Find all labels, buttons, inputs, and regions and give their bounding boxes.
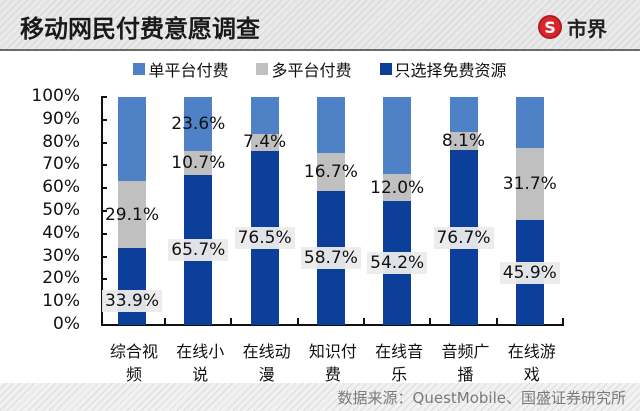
legend-label: 多平台付费: [271, 61, 352, 80]
bar-segment-single-platform: [184, 97, 213, 151]
legend-item-single-platform: 单平台付费: [133, 57, 228, 81]
x-tick: [561, 318, 564, 325]
data-label-single-platform: 23.6%: [171, 113, 226, 134]
category-line-1: 知识付: [308, 342, 357, 361]
data-label-multi-platform: 12.0%: [370, 177, 425, 198]
bar-segment-single-platform: [383, 97, 412, 175]
data-label-free-only: 54.2%: [367, 252, 428, 275]
bar-segment-single-platform: [250, 97, 279, 134]
x-category-label: 综合视频: [99, 340, 169, 386]
legend-swatch-icon: [379, 63, 392, 75]
legend-label: 单平台付费: [148, 61, 229, 80]
y-tick: [101, 278, 107, 281]
y-tick-label: 40%: [42, 222, 80, 243]
data-label-free-only: 65.7%: [168, 239, 229, 262]
bar-segment-multi-platform: [515, 148, 544, 221]
category-line-2: 频: [125, 365, 142, 384]
data-label-multi-platform: 7.4%: [242, 132, 287, 153]
bar-segment-multi-platform: [184, 150, 213, 176]
chart-legend: 单平台付费 多平台付费 只选择免费资源: [0, 57, 640, 81]
y-tick: [101, 141, 107, 144]
bar-segment-multi-platform: [118, 181, 146, 248]
legend-label: 只选择免费资源: [394, 61, 507, 80]
category-line-2: 费: [324, 365, 341, 384]
y-tick: [101, 164, 107, 167]
y-tick-label: 90%: [42, 108, 80, 129]
y-tick-label: 30%: [42, 245, 80, 266]
data-source: 数据来源：QuestMobile、国盛证券研究所: [337, 389, 626, 407]
bar-segment-single-platform: [515, 97, 544, 149]
y-tick: [101, 96, 107, 98]
x-category-label: 在线音乐: [364, 340, 434, 386]
data-label-free-only: 45.9%: [499, 261, 560, 284]
y-tick-label: 0%: [53, 314, 80, 334]
x-category-label: 在线小说: [165, 340, 235, 386]
y-tick: [101, 324, 107, 326]
bar-segment-free-only: [118, 247, 146, 325]
bar-segment-multi-platform: [383, 174, 412, 202]
bar-segment-multi-platform: [449, 131, 478, 151]
chart-title: 移动网民付费意愿调查: [20, 15, 260, 43]
bar-segment-multi-platform: [316, 153, 345, 192]
data-label-free-only: 76.7%: [433, 226, 494, 249]
data-label-multi-platform: 10.7%: [171, 153, 226, 173]
legend-swatch-icon: [256, 63, 269, 75]
data-label-free-only: 58.7%: [300, 247, 361, 270]
y-tick: [101, 210, 107, 212]
data-label-multi-platform: 31.7%: [502, 174, 557, 195]
bar-segment-multi-platform: [250, 133, 279, 151]
x-category-label: 在线动漫: [232, 340, 302, 386]
y-tick-label: 80%: [42, 131, 80, 152]
header-banner: 移动网民付费意愿调查 S 市界: [0, 0, 640, 51]
y-tick-label: 100%: [31, 86, 80, 106]
bar-segment-single-platform: [316, 97, 345, 154]
logo-s-icon: S: [538, 15, 562, 39]
category-line-1: 综合视: [109, 342, 158, 361]
data-label-multi-platform: 16.7%: [303, 162, 358, 183]
footer-banner: 数据来源：QuestMobile、国盛证券研究所: [0, 383, 640, 411]
x-category-label: 音频广播: [431, 340, 501, 386]
category-line-2: 说: [192, 365, 209, 384]
x-tick: [363, 318, 366, 325]
y-tick-label: 50%: [42, 200, 80, 220]
brand-logo: S 市界: [538, 12, 607, 42]
bar-segment-single-platform: [449, 97, 478, 132]
y-tick-label: 60%: [42, 177, 80, 198]
legend-item-free-only: 只选择免费资源: [379, 57, 507, 81]
x-axis: [101, 324, 564, 326]
x-category-label: 知识付费: [298, 340, 368, 386]
x-category-label: 在线游戏: [497, 340, 567, 386]
data-label-free-only: 33.9%: [101, 290, 163, 313]
legend-item-multi-platform: 多平台付费: [256, 57, 352, 81]
category-line-2: 戏: [523, 365, 540, 384]
y-tick-label: 20%: [42, 268, 80, 289]
category-line-1: 在线游: [507, 342, 556, 361]
x-tick: [429, 318, 432, 325]
logo-text: 市界: [567, 16, 607, 41]
category-line-1: 音频广: [441, 342, 490, 361]
category-line-1: 在线小: [176, 342, 225, 361]
x-tick: [164, 318, 167, 325]
legend-swatch-icon: [133, 63, 146, 75]
x-tick: [230, 318, 233, 325]
bar-segment-single-platform: [118, 97, 146, 182]
category-line-2: 乐: [391, 365, 408, 384]
category-line-2: 漫: [258, 365, 275, 384]
category-line-2: 播: [457, 365, 474, 384]
y-tick: [101, 232, 107, 235]
x-tick: [495, 318, 498, 325]
data-label-free-only: 76.5%: [234, 226, 295, 249]
category-line-1: 在线音: [375, 342, 424, 361]
x-tick: [296, 318, 299, 325]
data-label-multi-platform: 8.1%: [441, 130, 486, 151]
category-line-1: 在线动: [242, 342, 291, 361]
y-tick: [101, 118, 107, 121]
y-tick: [101, 187, 107, 190]
y-tick: [101, 255, 107, 258]
y-tick-label: 70%: [42, 154, 80, 175]
y-tick-label: 10%: [42, 291, 80, 312]
data-label-multi-platform: 29.1%: [104, 204, 160, 225]
